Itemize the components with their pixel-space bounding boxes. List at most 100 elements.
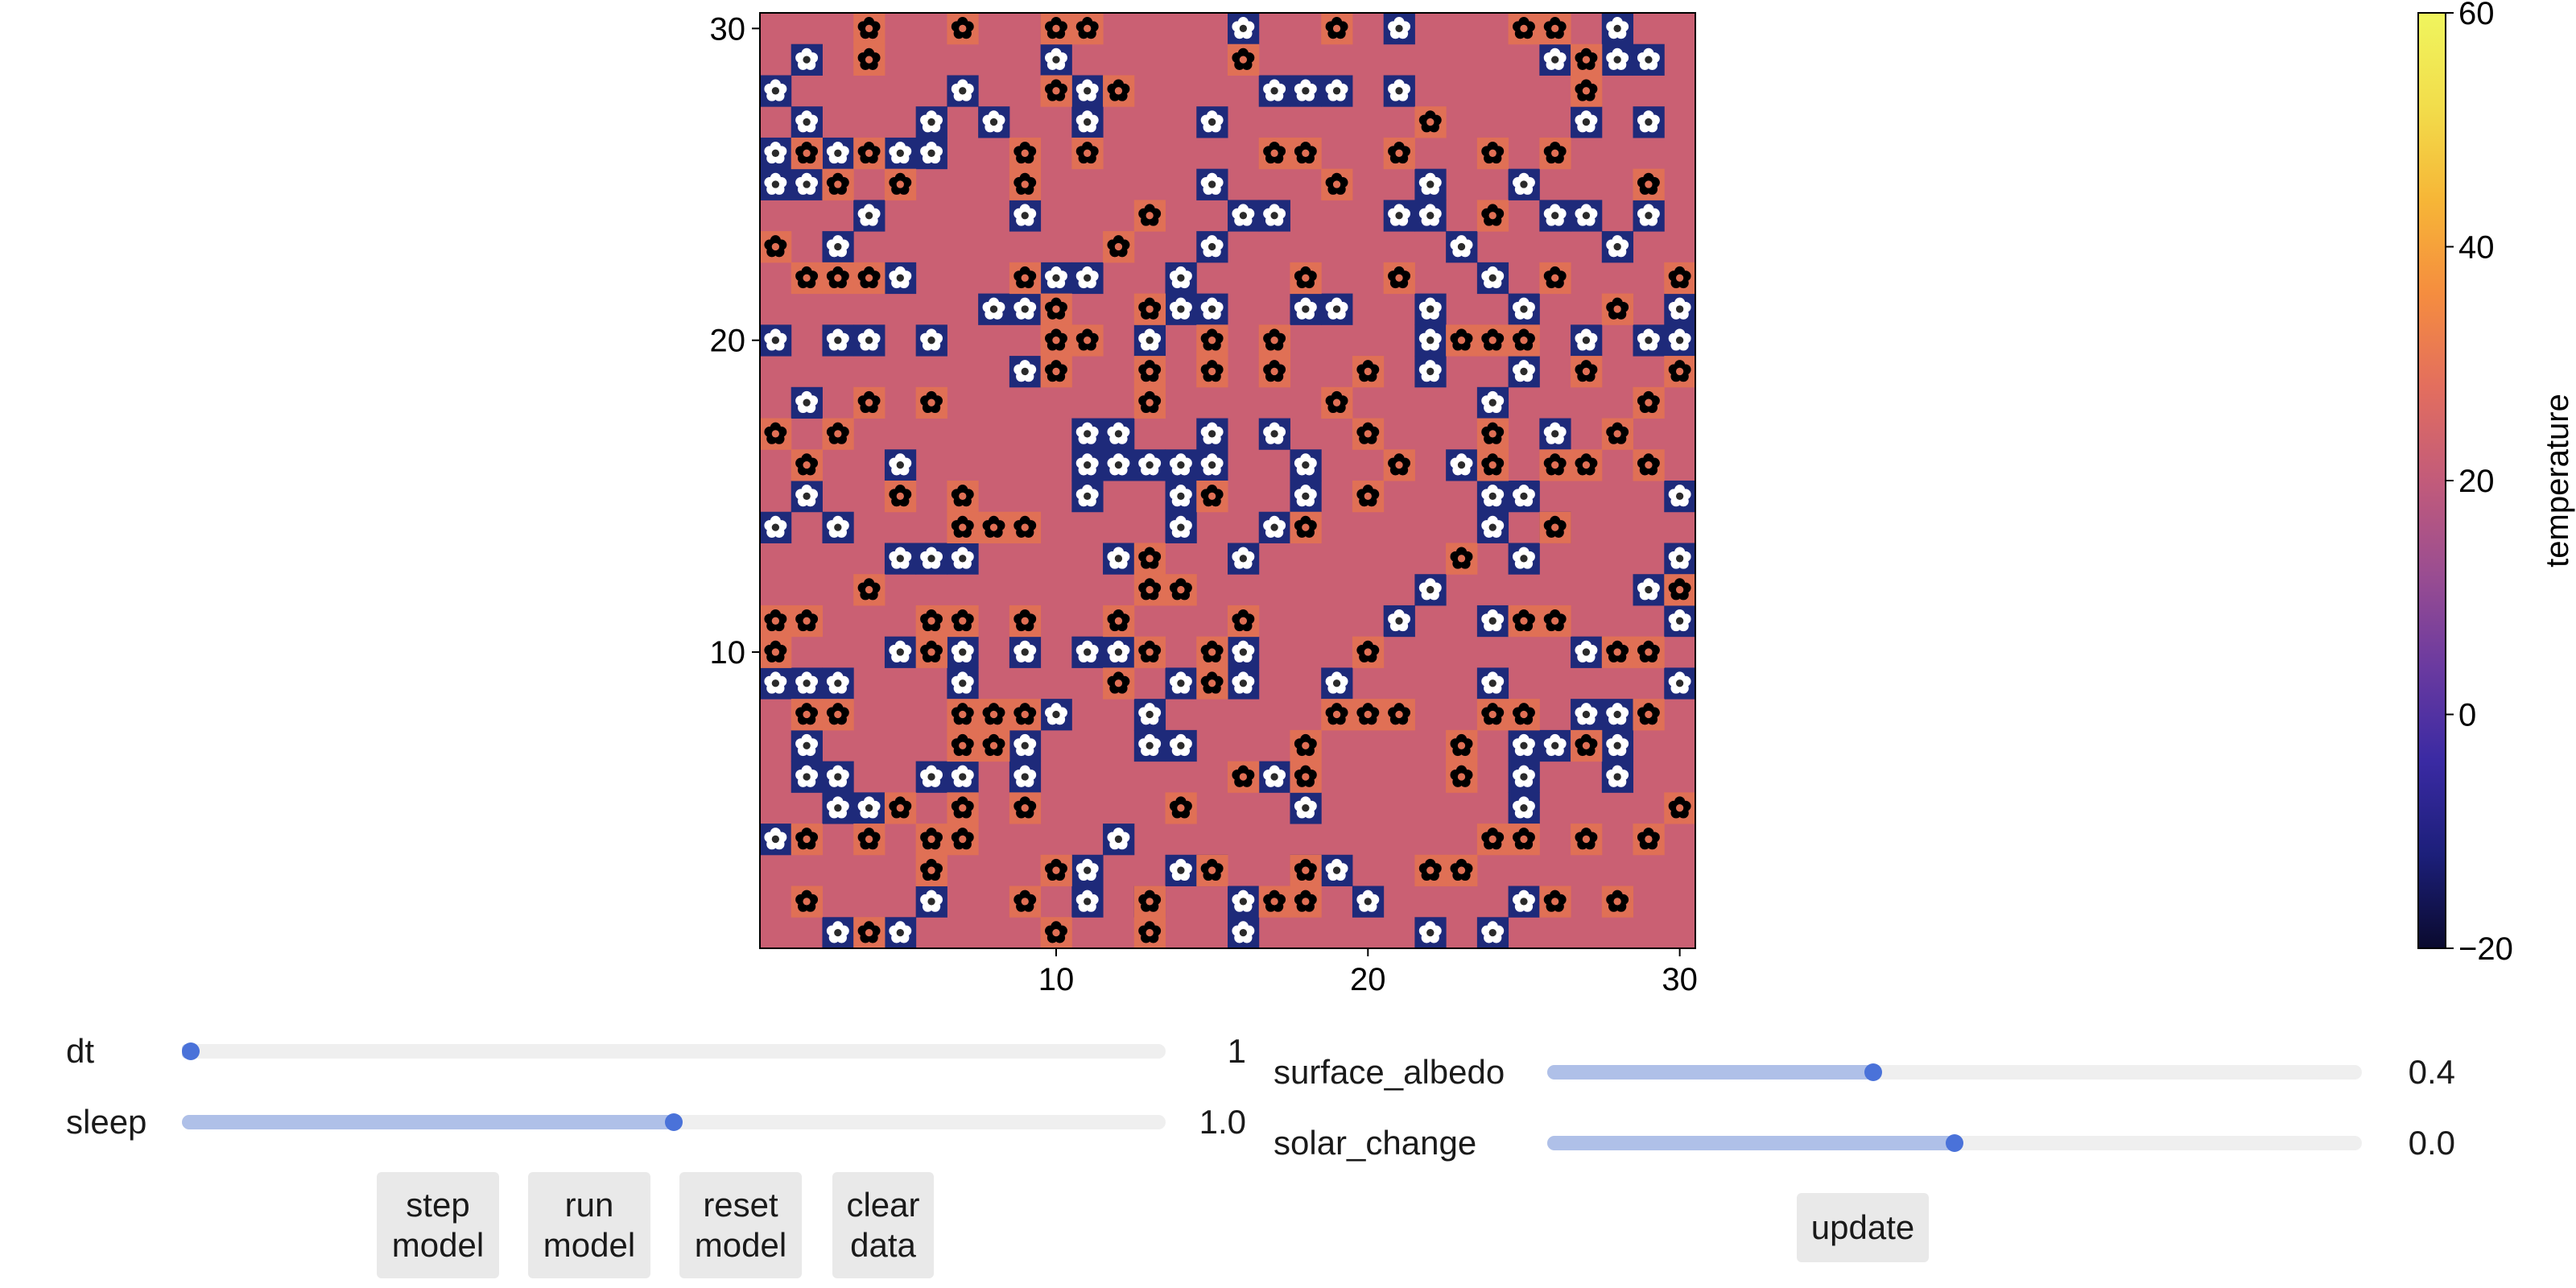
daisy-flower xyxy=(795,47,819,70)
axes: 10 20 30 10 20 30 xyxy=(710,11,1698,997)
daisy-flower xyxy=(1169,297,1192,320)
daisy-flower xyxy=(1513,172,1535,195)
clear-data-label-2: data xyxy=(850,1226,916,1264)
daisy-flower xyxy=(1075,485,1099,507)
daisy-flower xyxy=(1138,204,1162,226)
daisy-flower xyxy=(1075,453,1099,476)
daisy-flower xyxy=(1138,328,1162,351)
daisy-flower xyxy=(1450,235,1473,258)
daisy-flower xyxy=(889,453,912,476)
colorbar-tick-label: 60 xyxy=(2458,0,2495,31)
update-button[interactable]: update xyxy=(1797,1193,1929,1262)
daisy-flower xyxy=(1637,390,1660,414)
daisy-flower xyxy=(1481,141,1505,164)
daisy-flower xyxy=(764,515,787,538)
daisy-flower xyxy=(1200,858,1224,881)
daisy-flower xyxy=(1045,921,1067,943)
daisy-flower xyxy=(1232,47,1255,70)
daisy-flower xyxy=(1575,110,1598,133)
daisy-flower xyxy=(795,485,819,507)
daisy-flower xyxy=(1200,328,1224,351)
daisy-flower xyxy=(1169,671,1192,694)
daisy-flower xyxy=(1013,360,1037,382)
daisy-flower xyxy=(889,485,912,507)
daisy-flower xyxy=(1294,796,1317,819)
dt-slider[interactable] xyxy=(182,1042,1166,1060)
daisy-flower xyxy=(1513,360,1535,382)
step-model-button[interactable]: step model xyxy=(377,1172,499,1278)
surface-albedo-slider[interactable] xyxy=(1547,1063,2362,1081)
daisy-flower xyxy=(889,172,912,195)
daisy-flower xyxy=(1668,671,1691,694)
daisy-flower xyxy=(1481,921,1505,943)
solar-change-slider[interactable] xyxy=(1547,1134,2362,1152)
daisy-flower xyxy=(1138,297,1162,320)
daisy-flower xyxy=(795,172,819,195)
solar-change-slider-handle[interactable] xyxy=(1946,1134,1963,1152)
daisy-flower xyxy=(1169,266,1192,289)
dt-slider-handle[interactable] xyxy=(182,1042,200,1060)
daisy-flower xyxy=(1450,453,1473,476)
daisy-flower xyxy=(1107,547,1130,569)
surface-albedo-label: surface_albedo xyxy=(1274,1053,1505,1091)
daisy-flower xyxy=(1481,828,1505,850)
daisy-flower xyxy=(1668,796,1691,819)
daisy-flower xyxy=(1263,79,1286,101)
reset-model-label-2: model xyxy=(694,1226,787,1264)
daisy-flower xyxy=(1138,453,1162,476)
daisy-flower xyxy=(889,547,912,569)
sleep-slider-handle[interactable] xyxy=(665,1113,683,1131)
daisy-flower xyxy=(1606,890,1629,912)
daisy-flower xyxy=(1045,328,1067,351)
daisy-flower xyxy=(1513,796,1535,819)
colorbar-tick-label: 40 xyxy=(2458,230,2495,266)
clear-data-button[interactable]: clear data xyxy=(832,1172,934,1278)
daisy-flower xyxy=(1606,422,1629,444)
run-model-button[interactable]: run model xyxy=(528,1172,650,1278)
daisy-flower xyxy=(795,671,819,694)
daisy-flower xyxy=(1138,360,1162,382)
daisy-flower xyxy=(951,485,974,507)
daisy-flower xyxy=(920,828,943,850)
daisy-flower xyxy=(795,703,819,725)
daisy-flower xyxy=(1543,609,1567,632)
daisy-flower xyxy=(1481,609,1505,632)
daisy-flower xyxy=(1668,297,1691,320)
daisy-flower xyxy=(920,141,943,164)
daisy-flower xyxy=(1388,17,1410,39)
daisy-flower xyxy=(1575,204,1598,226)
reset-model-button[interactable]: reset model xyxy=(679,1172,802,1278)
daisy-flower xyxy=(1481,422,1505,444)
daisy-flower xyxy=(889,796,912,819)
sleep-slider[interactable] xyxy=(182,1113,1166,1131)
daisy-flower xyxy=(1543,17,1567,39)
daisy-flower xyxy=(1418,578,1442,601)
daisy-flower xyxy=(1637,110,1660,133)
daisy-flower xyxy=(1138,578,1162,601)
daisy-flower xyxy=(1356,360,1380,382)
daisy-flower xyxy=(1232,17,1255,39)
colorbar-label: temperature xyxy=(2540,394,2575,568)
daisy-flower xyxy=(1045,47,1067,70)
daisy-flower xyxy=(1606,297,1629,320)
daisy-flower xyxy=(1045,360,1067,382)
y-tick-label: 20 xyxy=(710,324,746,359)
daisy-flower xyxy=(826,671,849,694)
daisy-flower xyxy=(1169,858,1192,881)
daisy-flower xyxy=(1325,858,1348,881)
daisy-flower xyxy=(1013,172,1037,195)
daisy-flower xyxy=(1294,890,1317,912)
daisy-flower xyxy=(826,235,849,258)
solar-change-slider-fill xyxy=(1547,1136,1955,1150)
daisy-flower xyxy=(1325,390,1348,414)
daisy-flower xyxy=(1107,235,1130,258)
daisy-flower xyxy=(1138,890,1162,912)
daisy-flower xyxy=(1013,796,1037,819)
daisy-flower xyxy=(1481,204,1505,226)
surface-albedo-slider-handle[interactable] xyxy=(1864,1063,1882,1081)
daisy-flower xyxy=(1637,640,1660,663)
daisy-flower xyxy=(1450,547,1473,569)
daisy-flower xyxy=(1169,453,1192,476)
daisy-flower xyxy=(826,266,849,289)
daisy-flower xyxy=(1450,733,1473,757)
